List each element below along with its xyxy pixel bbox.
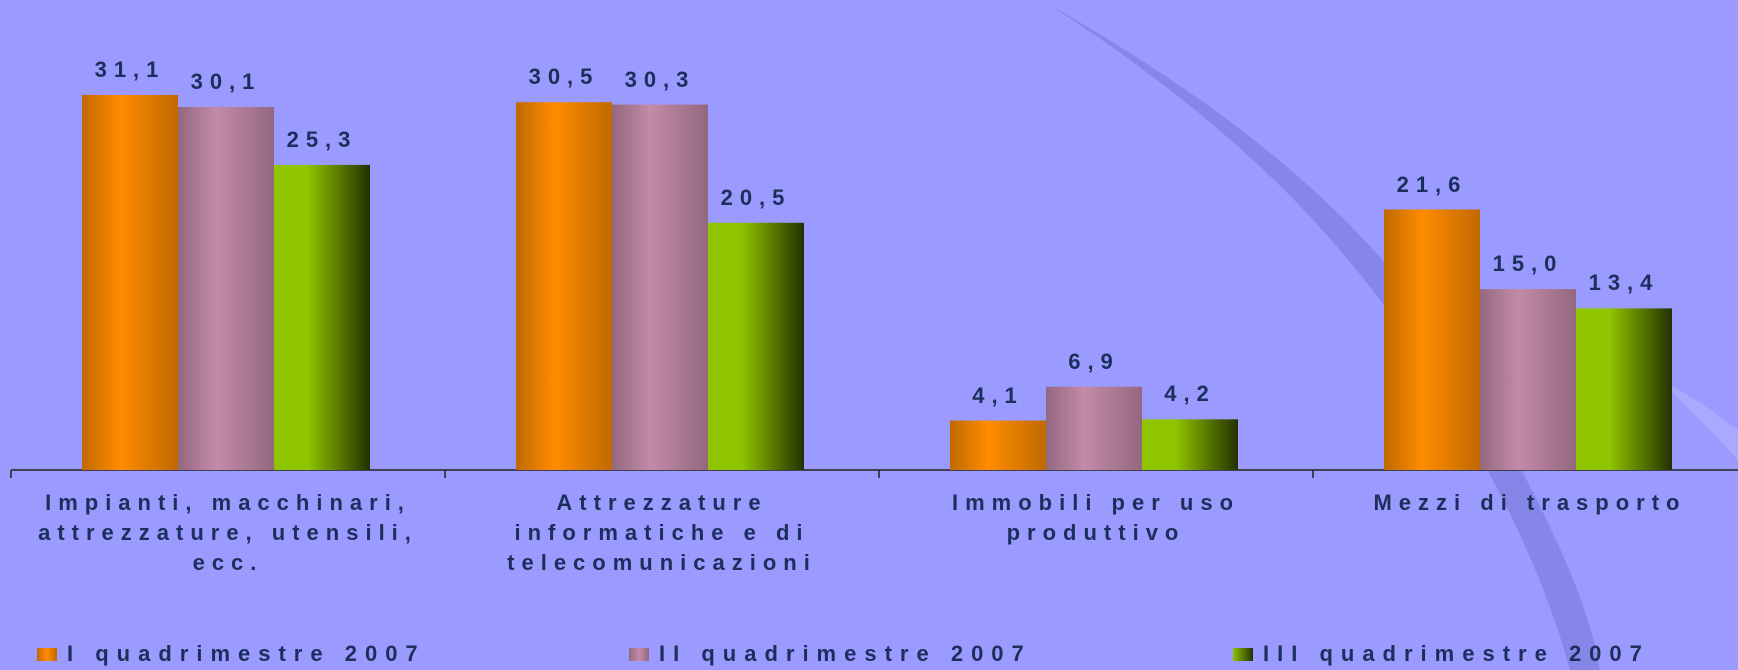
- bar: [516, 102, 612, 470]
- chart: Impianti, macchinari, attrezzature, uten…: [0, 0, 1738, 670]
- legend-item: I quadrimestre 2007: [37, 641, 426, 667]
- legend-item: III quadrimestre 2007: [1233, 641, 1650, 667]
- value-label: 30,1: [158, 67, 294, 97]
- bar: [1480, 289, 1576, 470]
- bar: [708, 223, 804, 470]
- bar: [274, 165, 370, 470]
- legend-swatch: [629, 648, 649, 661]
- value-label: 21,6: [1364, 170, 1500, 200]
- bar: [82, 95, 178, 470]
- value-label: 4,1: [930, 381, 1066, 411]
- legend-label: I quadrimestre 2007: [67, 641, 426, 667]
- legend-swatch: [1233, 648, 1253, 661]
- value-label: 6,9: [1026, 347, 1162, 377]
- legend-label: II quadrimestre 2007: [659, 641, 1032, 667]
- x-tick-label: Immobili per uso produttivo: [894, 488, 1298, 548]
- x-tick-label: Attrezzature informatiche e di telecomun…: [460, 488, 864, 578]
- value-label: 13,4: [1556, 268, 1692, 298]
- bar: [178, 107, 274, 470]
- bar: [950, 421, 1046, 470]
- legend-swatch: [37, 648, 57, 661]
- bar: [1576, 308, 1672, 470]
- bar: [1142, 419, 1238, 470]
- bar: [612, 105, 708, 470]
- x-tick-label: Mezzi di trasporto: [1328, 488, 1732, 518]
- value-label: 4,2: [1122, 379, 1258, 409]
- legend-label: III quadrimestre 2007: [1263, 641, 1650, 667]
- legend-item: II quadrimestre 2007: [629, 641, 1032, 667]
- value-label: 30,3: [592, 65, 728, 95]
- value-label: 25,3: [254, 125, 390, 155]
- x-tick-label: Impianti, macchinari, attrezzature, uten…: [26, 488, 430, 578]
- value-label: 20,5: [688, 183, 824, 213]
